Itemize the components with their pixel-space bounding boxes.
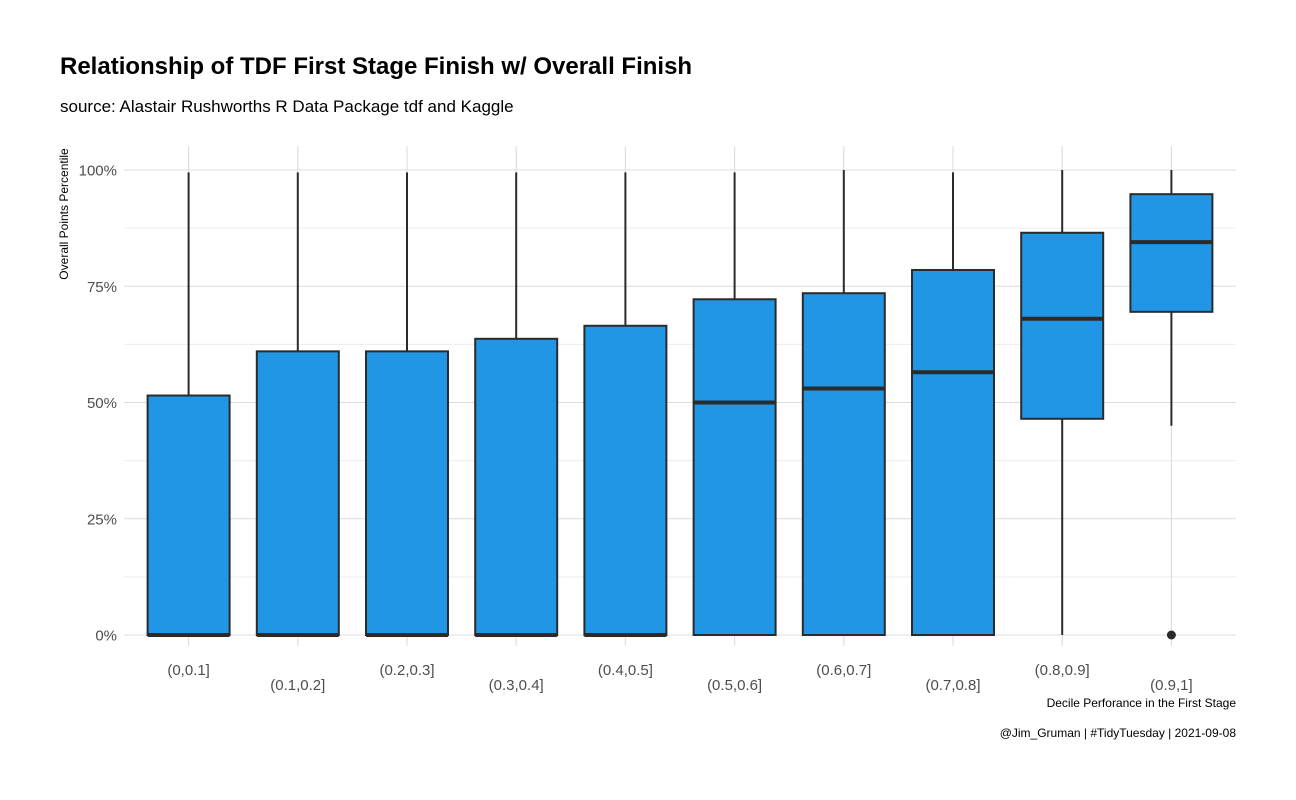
x-tick-label: (0.1,0.2] <box>270 677 325 694</box>
x-tick-label: (0.8,0.9] <box>1035 662 1090 679</box>
box-group <box>692 172 777 636</box>
x-tick-label: (0.2,0.3] <box>379 662 434 679</box>
box <box>255 350 340 636</box>
box-group <box>911 172 995 636</box>
y-tick-label: 25% <box>87 511 117 528</box>
x-tick-label: (0.7,0.8] <box>925 677 980 694</box>
chart-subtitle: source: Alastair Rushworths R Data Packa… <box>60 97 514 116</box>
box <box>1129 193 1214 313</box>
boxes <box>146 170 1214 640</box>
x-tick-label: (0,0.1] <box>167 662 210 679</box>
x-tick-label: (0.6,0.7] <box>816 662 871 679</box>
box-group <box>255 172 340 637</box>
box-group <box>1020 170 1105 635</box>
box <box>474 337 559 636</box>
y-tick-label: 50% <box>87 395 117 412</box>
box <box>801 292 886 636</box>
outlier-point <box>1166 630 1176 640</box>
box-group <box>801 170 886 636</box>
x-tick-label: (0.9,1] <box>1150 677 1193 694</box>
box <box>692 298 777 636</box>
box-group <box>365 172 449 637</box>
y-axis-tick-labels: 0% 25% 50% 75% 100% <box>79 163 117 645</box>
x-axis-tick-labels: (0,0.1] (0.1,0.2] (0.2,0.3] (0.3,0.4] (0.4,0… <box>167 662 1192 694</box>
box-group <box>583 172 668 637</box>
y-axis-label: Overall Points Percentile <box>57 148 71 280</box>
x-tick-label: (0.4,0.5] <box>598 662 653 679</box>
box-group <box>474 172 559 637</box>
box-group <box>1129 170 1214 640</box>
box <box>583 324 668 636</box>
chart-caption: @Jim_Gruman | #TidyTuesday | 2021-09-08 <box>999 726 1236 740</box>
y-tick-label: 0% <box>95 628 117 645</box>
box <box>1020 231 1105 420</box>
box <box>365 350 449 636</box>
y-tick-label: 75% <box>87 279 117 296</box>
x-axis-label: Decile Perforance in the First Stage <box>1047 696 1237 710</box>
box-group <box>146 172 231 637</box>
x-tick-label: (0.3,0.4] <box>489 677 544 694</box>
x-tick-label: (0.5,0.6] <box>707 677 762 694</box>
box <box>146 394 231 636</box>
y-tick-label: 100% <box>79 163 117 180</box>
box <box>911 268 995 636</box>
chart-title: Relationship of TDF First Stage Finish w… <box>60 53 693 80</box>
